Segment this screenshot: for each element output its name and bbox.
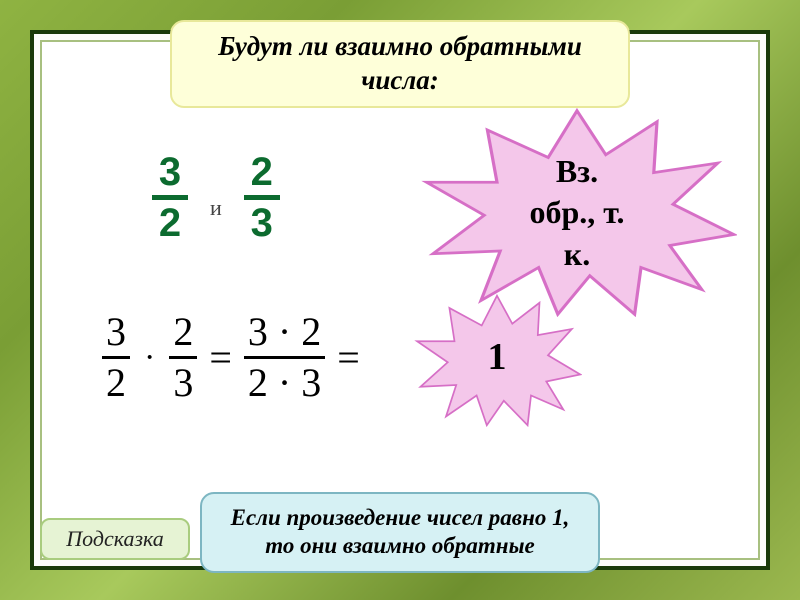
eq-f1-den: 2 [102, 363, 130, 403]
equation-row: 3 2 · 2 3 = 3 · 2 2 · 3 = [102, 312, 360, 403]
eq-f1-num: 3 [102, 312, 130, 352]
eq-equals1: = [209, 334, 232, 381]
conclusion-box: Если произведение чисел равно 1, то они … [200, 492, 600, 574]
fraction-bar [244, 195, 280, 200]
eq-equals2: = [337, 334, 360, 381]
fraction-right-num: 2 [251, 152, 273, 192]
inner-frame: Будут ли взаимно обратными числа: 3 2 и … [40, 40, 760, 560]
starburst-result: 1 [412, 287, 582, 427]
title-box: Будут ли взаимно обратными числа: [170, 20, 630, 108]
eq-frac-2: 2 3 [169, 312, 197, 403]
hint-label: Подсказка [66, 526, 164, 551]
connector-text: и [210, 195, 222, 221]
starburst-result-text: 1 [488, 335, 507, 379]
conclusion-text: Если произведение чисел равно 1, то они … [231, 505, 570, 559]
fraction-right: 2 3 [244, 152, 280, 243]
eq-f3-den: 2 · 3 [244, 363, 325, 403]
eq-f2-den: 3 [169, 363, 197, 403]
fraction-left-den: 2 [159, 203, 181, 243]
hint-button[interactable]: Подсказка [40, 518, 190, 560]
title-text: Будут ли взаимно обратными числа: [218, 31, 582, 95]
fraction-row: 3 2 и 2 3 [152, 152, 280, 243]
eq-f3-num: 3 · 2 [244, 312, 325, 352]
outer-frame: Будут ли взаимно обратными числа: 3 2 и … [30, 30, 770, 570]
star1-line2: обр., т. [529, 194, 624, 230]
star1-line1: Вз. [556, 153, 598, 189]
eq-frac-1: 3 2 [102, 312, 130, 403]
starburst-answer-text: Вз. обр., т. к. [529, 139, 624, 276]
fraction-bar [102, 356, 130, 359]
fraction-bar [169, 356, 197, 359]
star1-line3: к. [564, 236, 590, 272]
eq-frac-3: 3 · 2 2 · 3 [244, 312, 325, 403]
starburst-answer: Вз. обр., т. к. [417, 97, 737, 317]
fraction-bar [152, 195, 188, 200]
eq-f2-num: 2 [169, 312, 197, 352]
fraction-bar [244, 356, 325, 359]
eq-op1: · [142, 339, 157, 377]
fraction-left: 3 2 [152, 152, 188, 243]
fraction-right-den: 3 [251, 203, 273, 243]
fraction-left-num: 3 [159, 152, 181, 192]
